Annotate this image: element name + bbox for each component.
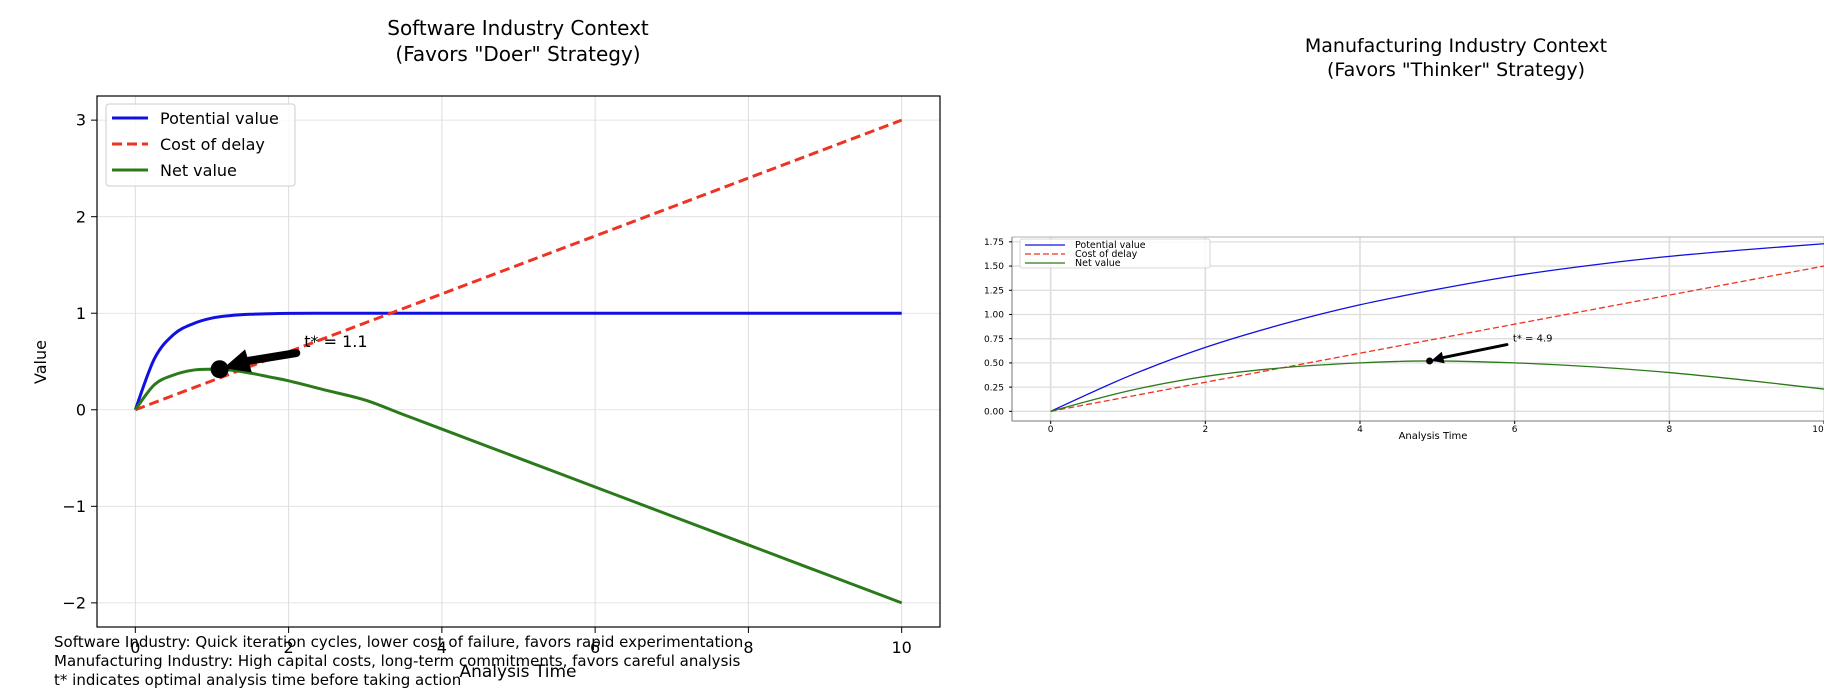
optimum-point: [1426, 357, 1434, 365]
x-tick-label: 4: [437, 638, 447, 657]
y-tick-label: 0.75: [984, 335, 1004, 345]
y-tick-label: 0.00: [984, 407, 1004, 417]
legend-entry: Cost of delay: [1075, 249, 1138, 260]
x-tick-label: 2: [283, 638, 293, 657]
series-line-potential-value: [133, 311, 902, 411]
x-tick-label: 6: [1512, 425, 1518, 435]
annotation-arrow-shaft: [244, 349, 301, 365]
annotation-arrow-head: [1431, 351, 1445, 364]
y-tick-label: 0.50: [984, 359, 1004, 369]
series-line-potential-value: [1050, 243, 1824, 412]
x-tick-label: 2: [1202, 425, 1208, 435]
axis-ticks: 0 2 4 6 8 10 −2 −1 0 1 2 3: [62, 111, 911, 657]
y-tick-label: 0.25: [984, 383, 1004, 393]
annotation-arrow-head: [223, 349, 252, 373]
axis-ticks: 0 2 4 6 8 10 0.00 0.25 0.50 0.75 1.00 1.25 1.50 1.75: [984, 238, 1824, 435]
optimum-annotation: t* = 1.1: [210, 332, 368, 379]
x-tick-label: 10: [1812, 425, 1824, 435]
y-tick-label: 1.25: [984, 286, 1004, 296]
x-tick-label: 8: [1666, 425, 1672, 435]
x-tick-label: 10: [892, 638, 912, 657]
annotation-label: t* = 1.1: [304, 332, 367, 351]
series-line-net-value: [1050, 360, 1824, 412]
chart-subtitle: (Favors "Doer" Strategy): [395, 42, 640, 66]
annotation-arrow-shaft: [1441, 343, 1509, 360]
x-tick-label: 0: [1048, 425, 1054, 435]
legend-entry: Net value: [1075, 258, 1121, 269]
y-tick-label: −2: [62, 593, 86, 612]
x-tick-label: 6: [590, 638, 600, 657]
chart-subtitle: (Favors "Thinker" Strategy): [1327, 59, 1585, 81]
legend-entry: Cost of delay: [160, 135, 265, 154]
x-tick-label: 8: [743, 638, 753, 657]
optimum-annotation: t* = 4.9: [1426, 334, 1552, 365]
y-tick-label: −1: [62, 497, 86, 516]
note-manufacturing: Manufacturing Industry: High capital cos…: [54, 652, 741, 670]
annotation-label: t* = 4.9: [1513, 334, 1553, 345]
legend-entry: Potential value: [160, 109, 279, 128]
chart-software: Software Industry Context (Favors "Doer"…: [31, 16, 941, 657]
x-axis-label: Analysis Time: [1399, 431, 1468, 442]
plot-frame: [96, 95, 941, 628]
plot-lines: [1050, 243, 1824, 412]
note-optimal: t* indicates optimal analysis time befor…: [54, 671, 462, 689]
legend-entry: Potential value: [1075, 240, 1146, 251]
y-tick-label: 1.75: [984, 238, 1004, 248]
series-line-net-value: [134, 367, 903, 605]
optimum-point: [210, 360, 229, 379]
series-line-cost-of-delay: [1050, 265, 1824, 412]
chart-title: Software Industry Context: [387, 16, 649, 40]
legend: Potential value Cost of delay Net value: [1019, 238, 1211, 269]
y-tick-label: 3: [76, 111, 86, 130]
y-tick-label: 1.00: [984, 311, 1004, 321]
y-tick-label: 1.50: [984, 262, 1004, 272]
note-software: Software Industry: Quick iteration cycle…: [54, 633, 744, 651]
y-axis-label: Value: [31, 340, 50, 384]
y-tick-label: 1: [76, 304, 86, 323]
legend-entry: Net value: [160, 161, 237, 180]
chart-manufacturing: Manufacturing Industry Context (Favors "…: [984, 35, 1824, 442]
y-tick-label: 0: [76, 400, 86, 419]
y-tick-label: 2: [76, 207, 86, 226]
x-tick-label: 0: [130, 638, 140, 657]
legend: Potential value Cost of delay Net value: [105, 103, 296, 187]
x-tick-label: 4: [1357, 425, 1363, 435]
chart-title: Manufacturing Industry Context: [1305, 35, 1607, 57]
